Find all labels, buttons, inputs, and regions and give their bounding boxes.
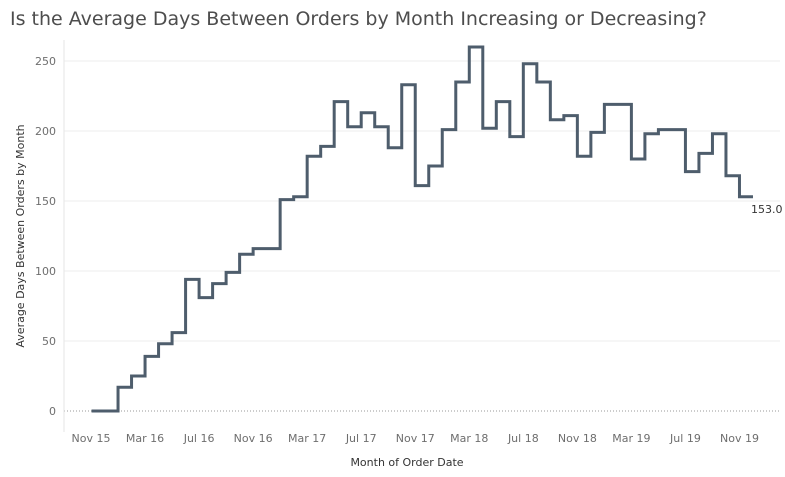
y-tick-label: 0	[49, 405, 56, 418]
gridlines	[63, 40, 780, 432]
x-tick-label: Mar 16	[126, 432, 164, 445]
x-tick-label: Jul 18	[507, 432, 539, 445]
x-tick-label: Mar 19	[612, 432, 650, 445]
y-tick-label: 200	[35, 125, 56, 138]
x-tick-label: Nov 15	[72, 432, 111, 445]
x-tick-label: Jul 17	[345, 432, 377, 445]
y-axis-title: Average Days Between Orders by Month	[14, 124, 27, 347]
x-axis-title: Month of Order Date	[350, 456, 463, 469]
y-tick-label: 100	[35, 265, 56, 278]
x-tick-label: Jul 19	[669, 432, 701, 445]
x-tick-label: Mar 18	[450, 432, 488, 445]
y-tick-label: 50	[42, 335, 56, 348]
x-axis-ticks: Nov 15 Mar 16 Jul 16 Nov 16 Mar 17 Jul 17 Nov …	[72, 432, 759, 445]
x-tick-label: Nov 17	[396, 432, 435, 445]
end-value-label: 153.0	[751, 203, 783, 216]
x-tick-label: Nov 18	[558, 432, 597, 445]
y-tick-label: 250	[35, 55, 56, 68]
x-tick-label: Nov 19	[720, 432, 759, 445]
y-axis-ticks: 0 50 100 150 200 250	[35, 55, 56, 418]
series-step-line	[91, 45, 753, 413]
x-tick-label: Nov 16	[234, 432, 273, 445]
x-tick-label: Jul 16	[183, 432, 215, 445]
x-tick-label: Mar 17	[288, 432, 326, 445]
y-tick-label: 150	[35, 195, 56, 208]
chart-title: Is the Average Days Between Orders by Mo…	[10, 8, 707, 30]
